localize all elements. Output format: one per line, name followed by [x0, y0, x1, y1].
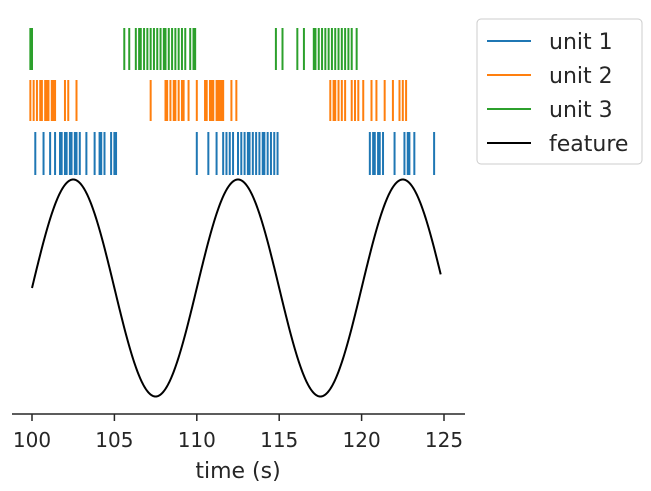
- spike-raster: [29, 28, 436, 175]
- legend-label: unit 3: [549, 98, 613, 123]
- feature-trace: [31, 178, 442, 398]
- legend-label: feature: [549, 132, 628, 157]
- x-axis: 100 105 110 115 120 125: [12, 413, 465, 452]
- x-axis-label: time (s): [195, 459, 280, 484]
- legend: unit 1 unit 2 unit 3 feature: [476, 18, 643, 165]
- x-tick-label: 100: [13, 428, 51, 452]
- spike-row-unit-1: [34, 132, 436, 175]
- x-tick-label: 110: [178, 428, 216, 452]
- spike-row-unit-2: [29, 80, 408, 121]
- spike-row-unit-3: [29, 28, 358, 70]
- x-tick-label: 105: [95, 428, 133, 452]
- legend-frame: [476, 18, 643, 165]
- x-tick-label: 115: [260, 428, 298, 452]
- x-tick-label: 120: [343, 428, 381, 452]
- x-tick-label: 125: [425, 428, 463, 452]
- feature-line: [31, 178, 442, 398]
- legend-label: unit 1: [549, 30, 613, 55]
- legend-label: unit 2: [549, 64, 613, 89]
